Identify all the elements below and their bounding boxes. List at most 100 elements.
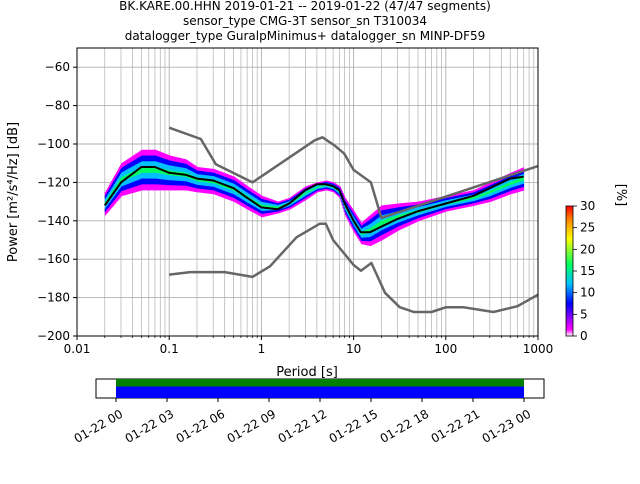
density-cell bbox=[190, 186, 192, 192]
density-cell bbox=[254, 206, 256, 211]
density-cell bbox=[234, 198, 237, 203]
density-cell bbox=[497, 189, 500, 194]
density-cell bbox=[146, 149, 149, 156]
density-cell bbox=[431, 213, 434, 217]
density-cell bbox=[357, 232, 360, 237]
density-cell bbox=[342, 201, 344, 205]
density-cell bbox=[362, 240, 365, 245]
density-cell bbox=[294, 195, 296, 198]
density-cell bbox=[342, 205, 344, 209]
density-cell bbox=[412, 217, 415, 221]
density-cell bbox=[313, 183, 315, 186]
density-cell bbox=[292, 195, 294, 198]
density-cell bbox=[261, 201, 263, 206]
density-cell bbox=[441, 208, 444, 211]
density-cell bbox=[335, 190, 337, 193]
density-cell bbox=[233, 198, 236, 202]
density-cell bbox=[294, 202, 296, 205]
density-cell bbox=[323, 189, 326, 191]
density-cell bbox=[169, 180, 171, 186]
density-cell bbox=[161, 152, 163, 158]
density-cell bbox=[147, 155, 150, 162]
density-cell bbox=[260, 210, 262, 214]
density-cell bbox=[315, 189, 318, 192]
density-cell bbox=[117, 177, 120, 183]
density-cell bbox=[323, 187, 326, 190]
density-cell bbox=[479, 194, 482, 198]
density-cell bbox=[135, 170, 137, 176]
density-cell bbox=[332, 183, 334, 186]
density-cell bbox=[502, 182, 504, 186]
density-cell bbox=[230, 193, 232, 198]
density-cell bbox=[352, 221, 354, 225]
density-cell bbox=[212, 168, 214, 173]
density-cell bbox=[139, 168, 141, 175]
density-cell bbox=[224, 176, 226, 181]
density-cell bbox=[365, 233, 368, 238]
density-cell bbox=[109, 197, 112, 202]
density-cell bbox=[485, 194, 488, 198]
density-cell bbox=[323, 180, 326, 183]
density-cell bbox=[281, 210, 283, 213]
density-cell bbox=[218, 174, 220, 179]
density-cell bbox=[454, 207, 457, 210]
density-cell bbox=[420, 214, 422, 218]
density-cell bbox=[490, 195, 493, 199]
density-cell bbox=[143, 149, 145, 156]
density-cell bbox=[158, 184, 161, 191]
density-cell bbox=[472, 201, 474, 204]
density-cell bbox=[513, 189, 515, 194]
density-cell bbox=[306, 193, 308, 196]
density-cell bbox=[519, 188, 522, 192]
density-cell bbox=[407, 219, 410, 223]
density-cell bbox=[192, 171, 194, 176]
density-cell bbox=[194, 165, 196, 170]
density-cell bbox=[114, 182, 117, 187]
density-cell bbox=[303, 197, 305, 200]
density-cell bbox=[234, 191, 237, 196]
density-cell bbox=[429, 204, 432, 207]
density-cell bbox=[203, 185, 205, 190]
density-cell bbox=[437, 211, 440, 215]
density-cell bbox=[337, 191, 339, 194]
density-cell bbox=[265, 199, 267, 203]
density-cell bbox=[182, 185, 184, 191]
density-cell bbox=[462, 203, 465, 206]
density-cell bbox=[467, 202, 469, 205]
density-cell bbox=[400, 225, 403, 230]
density-cell bbox=[137, 157, 139, 164]
density-cell bbox=[410, 221, 413, 225]
density-cell bbox=[116, 196, 119, 201]
density-cell bbox=[383, 205, 385, 211]
density-cell bbox=[191, 183, 193, 188]
density-cell bbox=[363, 223, 366, 228]
density-cell bbox=[331, 190, 333, 192]
density-cell bbox=[359, 221, 362, 225]
density-cell bbox=[267, 210, 269, 214]
density-cell bbox=[164, 163, 166, 170]
density-cell bbox=[268, 205, 270, 209]
density-cell bbox=[194, 172, 196, 177]
density-cell bbox=[223, 187, 225, 191]
density-cell bbox=[422, 216, 424, 220]
density-cell bbox=[398, 203, 401, 208]
density-cell bbox=[149, 155, 152, 162]
density-cell bbox=[374, 229, 376, 235]
density-cell bbox=[475, 191, 477, 194]
density-cell bbox=[345, 201, 348, 205]
density-cell bbox=[221, 179, 223, 184]
density-cell bbox=[178, 157, 180, 163]
density-cell bbox=[446, 200, 449, 203]
density-cell bbox=[481, 201, 484, 204]
density-cell bbox=[191, 179, 193, 184]
density-cell bbox=[183, 163, 185, 169]
density-cell bbox=[376, 237, 378, 243]
density-cell bbox=[224, 191, 226, 195]
density-cell bbox=[396, 203, 398, 208]
density-cell bbox=[171, 180, 173, 186]
density-cell bbox=[511, 184, 513, 188]
density-cell bbox=[301, 189, 303, 192]
colorbar-tick-label: 25 bbox=[580, 221, 595, 235]
density-cell bbox=[142, 155, 144, 162]
density-cell bbox=[387, 227, 389, 233]
